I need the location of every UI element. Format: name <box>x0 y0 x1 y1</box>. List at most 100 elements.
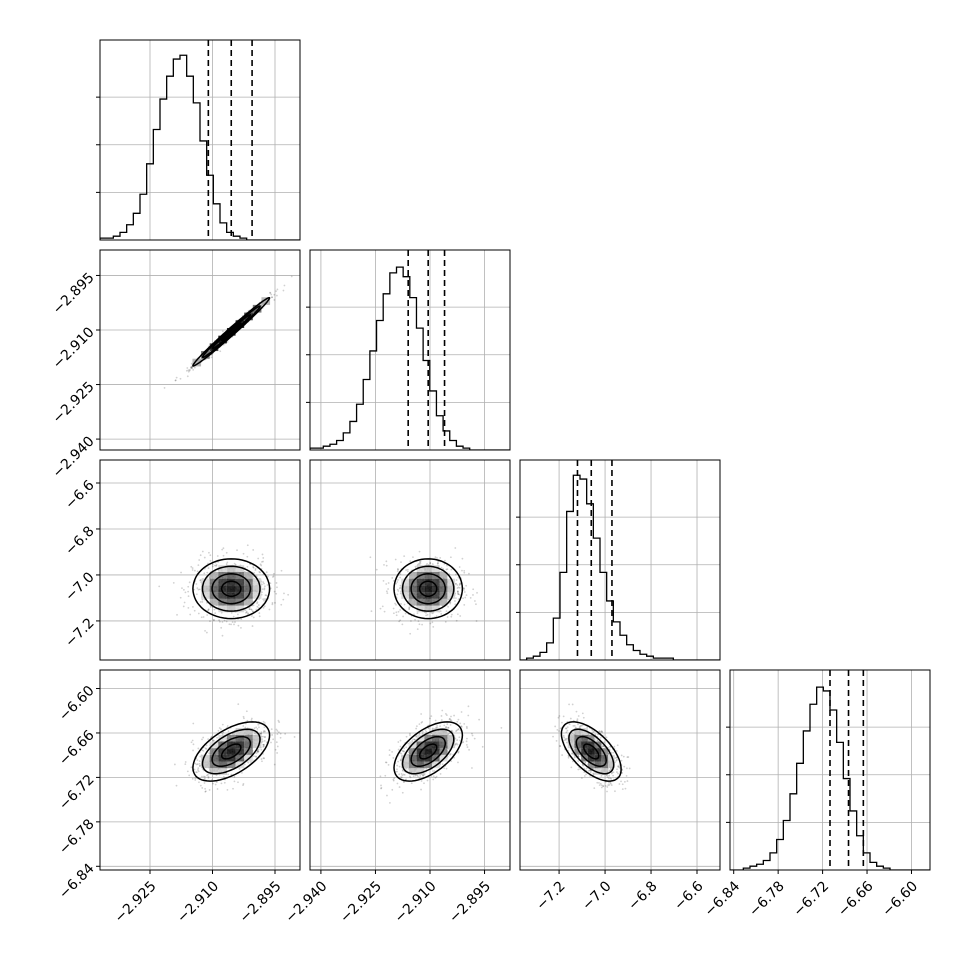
sample-point <box>467 714 470 717</box>
sample-point <box>262 581 265 584</box>
sample-point <box>273 590 276 593</box>
sample-point <box>384 774 387 777</box>
sample-point <box>245 610 248 613</box>
sample-point <box>271 602 274 604</box>
sample-point <box>255 608 258 611</box>
sample-point <box>207 773 209 776</box>
sample-point <box>406 568 409 571</box>
sample-point <box>179 596 182 599</box>
sample-point <box>227 773 230 776</box>
sample-point <box>447 726 450 729</box>
sample-point <box>572 724 575 727</box>
sample-point <box>227 730 230 733</box>
density-cell <box>218 605 227 613</box>
sample-point <box>597 733 599 736</box>
sample-point <box>610 784 613 786</box>
sample-point <box>272 575 275 578</box>
contour-line <box>575 735 607 768</box>
sample-point <box>214 612 217 615</box>
sample-point <box>458 584 461 586</box>
sample-point <box>383 563 385 566</box>
sample-point <box>392 779 395 782</box>
sample-point <box>608 769 611 772</box>
sample-point <box>192 743 195 746</box>
sample-point <box>244 609 247 612</box>
density-cell <box>594 761 602 769</box>
sample-point <box>196 570 199 573</box>
sample-point <box>446 723 449 726</box>
sample-point <box>247 612 250 615</box>
sample-point <box>370 610 373 613</box>
density-cell <box>252 304 262 313</box>
sample-point <box>399 584 402 587</box>
sample-point <box>237 781 239 784</box>
sample-point <box>602 785 605 787</box>
sample-point <box>193 366 196 369</box>
sample-point <box>450 719 453 722</box>
sample-point <box>576 718 579 721</box>
sample-point <box>269 582 272 585</box>
contour-line <box>201 728 261 775</box>
sample-point <box>252 566 255 569</box>
panel-frame <box>309 249 511 451</box>
sample-point <box>436 726 439 729</box>
sample-point <box>196 587 199 590</box>
sample-point <box>431 770 434 772</box>
sample-point <box>222 547 225 550</box>
sample-point <box>399 586 402 589</box>
density-cell <box>261 297 271 305</box>
sample-point <box>582 716 585 719</box>
sample-point <box>243 717 245 720</box>
sample-point <box>276 745 279 748</box>
sample-point <box>196 763 199 766</box>
sample-point <box>437 562 439 565</box>
density-cell <box>235 592 245 599</box>
sample-point <box>269 291 271 294</box>
sample-point <box>612 771 615 774</box>
sample-point <box>455 619 458 622</box>
density-cell <box>192 358 202 367</box>
sample-point <box>263 730 265 732</box>
density-cell <box>439 748 448 755</box>
sample-point <box>457 586 460 589</box>
sample-point <box>257 723 260 726</box>
sample-point <box>423 782 425 785</box>
sample-point <box>579 725 582 727</box>
sample-point <box>563 736 566 739</box>
sample-point <box>195 771 197 774</box>
sample-point <box>262 720 265 723</box>
density-cell <box>201 585 210 593</box>
sample-point <box>440 719 443 721</box>
density-cell <box>235 578 245 586</box>
sample-point <box>180 571 182 574</box>
panel-frame <box>309 459 511 661</box>
density-cell <box>252 592 262 599</box>
sample-point <box>434 556 437 559</box>
sample-point <box>256 601 259 604</box>
density-cell <box>235 728 245 735</box>
sample-point <box>250 609 253 611</box>
density-cell <box>252 734 262 742</box>
density-cell <box>401 585 409 593</box>
sample-point <box>215 565 217 567</box>
sample-point <box>476 591 478 594</box>
sample-point <box>265 571 268 574</box>
histogram-panel <box>516 459 721 661</box>
sample-point <box>197 564 200 567</box>
sample-point <box>457 728 460 730</box>
sample-point <box>418 623 421 626</box>
sample-point <box>417 620 420 622</box>
sample-point <box>600 730 603 733</box>
sample-point <box>478 718 481 721</box>
sample-point <box>182 588 185 591</box>
sample-point <box>279 736 282 739</box>
sample-point <box>450 760 453 763</box>
contour-line <box>583 743 600 760</box>
sample-point <box>465 740 468 743</box>
density-cell <box>432 578 440 586</box>
sample-point <box>455 597 457 599</box>
sample-point <box>174 379 177 382</box>
sample-point <box>214 564 216 567</box>
sample-point <box>250 717 253 720</box>
sample-point <box>405 569 408 571</box>
